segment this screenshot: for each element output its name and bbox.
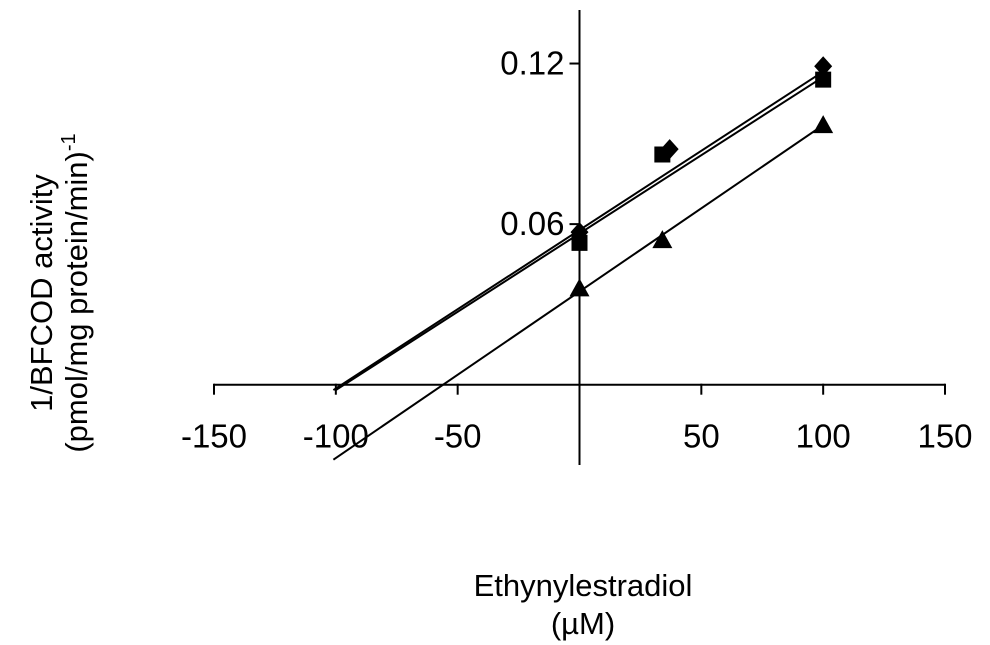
triangle-marker — [652, 230, 673, 249]
y-tick-label: 0.12 — [500, 45, 564, 82]
y-axis-unit-main: (pmol/mg protein/min) — [59, 151, 94, 452]
ticks: -150 -100 -50 50 100 150 0.06 0.12 — [181, 45, 973, 455]
x-tick-label: 50 — [683, 418, 720, 455]
triangle-marker — [569, 278, 590, 297]
y-axis-unit-exponent: -1 — [58, 133, 80, 151]
x-tick-label: 150 — [917, 418, 972, 455]
fit-lines — [332, 70, 824, 461]
x-tick-label: -50 — [434, 418, 482, 455]
x-tick-label: -100 — [303, 418, 369, 455]
y-axis-title: 1/BFCOD activity — [24, 174, 59, 412]
triangle-marker — [813, 115, 834, 134]
x-axis-title: Ethynylestradiol — [474, 568, 693, 603]
y-axis-unit-group: (pmol/mg protein/min)-1 — [58, 133, 94, 452]
markers — [569, 56, 834, 297]
x-axis-unit: (µM) — [551, 606, 615, 641]
x-tick-label: -150 — [181, 418, 247, 455]
square-marker — [815, 71, 832, 88]
diamond-marker — [814, 56, 833, 77]
x-tick-label: 100 — [796, 418, 851, 455]
y-axis-title-group: 1/BFCOD activity — [24, 174, 59, 412]
y-axis-unit: (pmol/mg protein/min)-1 — [58, 133, 94, 452]
square-marker — [654, 146, 671, 163]
y-tick-label: 0.06 — [500, 205, 564, 242]
square-marker — [571, 234, 588, 251]
